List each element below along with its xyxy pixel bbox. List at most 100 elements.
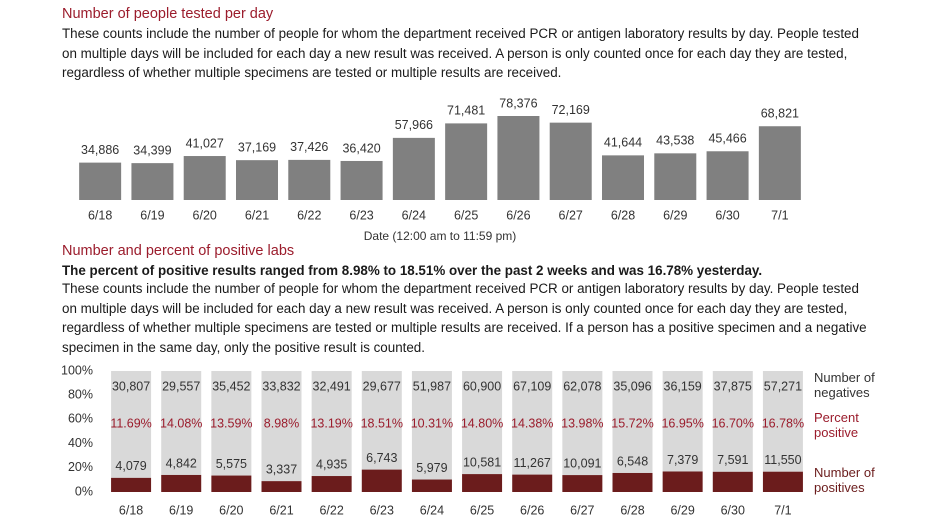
percent-label: 13.98%: [561, 416, 603, 430]
bar: [131, 163, 174, 200]
negatives-label: 29,677: [363, 379, 401, 393]
negatives-label: 62,078: [563, 379, 601, 393]
percent-label: 16.70%: [712, 416, 754, 430]
data-label: 34,399: [133, 143, 171, 157]
negative-segment: [311, 371, 352, 477]
x-tick-label: 6/19: [169, 503, 193, 517]
positive-segment: [462, 474, 503, 492]
legend-label: Number of positives: [814, 465, 875, 495]
percent-label: 14.08%: [160, 416, 202, 430]
x-tick-label: 6/25: [454, 208, 478, 222]
percent-label: 16.95%: [661, 416, 703, 430]
positive-segment: [311, 476, 352, 492]
negative-segment: [161, 371, 202, 475]
negatives-label: 51,987: [413, 379, 451, 393]
positives-label: 6,743: [366, 451, 397, 465]
negative-segment: [261, 371, 302, 482]
percent-label: 11.69%: [110, 416, 151, 430]
y-tick-label: 80%: [68, 387, 93, 401]
y-tick-label: 20%: [68, 460, 93, 474]
data-label: 41,027: [186, 136, 224, 150]
x-axis-label: Date (12:00 am to 11:59 pm): [364, 229, 517, 243]
percent-label: 14.80%: [461, 416, 503, 430]
x-tick-label: 6/25: [470, 503, 494, 517]
positives-label: 4,842: [166, 456, 197, 470]
negative-segment: [712, 371, 753, 472]
negatives-label: 36,159: [664, 379, 702, 393]
positives-label: 4,935: [316, 457, 347, 471]
negatives-label: 30,807: [112, 379, 150, 393]
positive-segment: [411, 479, 452, 492]
x-tick-label: 6/23: [370, 503, 394, 517]
y-tick-label: 0%: [75, 484, 93, 498]
x-tick-label: 6/18: [119, 503, 143, 517]
x-tick-label: 6/20: [193, 208, 217, 222]
positives-label: 11,550: [764, 453, 801, 467]
positive-segment: [512, 474, 553, 492]
bar: [549, 122, 592, 200]
percent-label: 18.51%: [361, 416, 403, 430]
data-label: 36,420: [342, 141, 380, 155]
x-tick-label: 6/18: [88, 208, 112, 222]
legend-label: Number of negatives: [814, 370, 875, 400]
paragraph: These counts include the number of peopl…: [62, 281, 867, 355]
section-title: Number of people tested per day: [62, 6, 274, 22]
section-title: Number and percent of positive labs: [62, 243, 295, 259]
positives-label: 5,575: [216, 457, 247, 471]
positives-label: 7,591: [717, 453, 748, 467]
bar: [758, 126, 801, 200]
data-label: 43,538: [656, 134, 694, 148]
negative-segment: [111, 371, 152, 478]
x-tick-label: 7/1: [771, 208, 788, 222]
positives-label: 3,337: [266, 462, 297, 476]
bar: [497, 116, 540, 200]
x-tick-label: 7/1: [774, 503, 791, 517]
positive-segment: [111, 477, 152, 492]
positives-label: 4,079: [115, 459, 146, 473]
negatives-label: 57,271: [764, 379, 802, 393]
x-tick-label: 6/22: [297, 208, 321, 222]
bar: [706, 151, 749, 200]
x-tick-label: 6/28: [620, 503, 644, 517]
percent-label: 8.98%: [264, 416, 299, 430]
negative-segment: [612, 371, 653, 473]
negative-segment: [562, 371, 603, 476]
legend-label: Percent positive: [814, 410, 859, 440]
percent-label: 16.78%: [762, 416, 804, 430]
x-tick-label: 6/26: [506, 208, 530, 222]
negatives-label: 60,900: [463, 379, 501, 393]
x-tick-label: 6/20: [219, 503, 243, 517]
bar: [340, 160, 383, 200]
negatives-label: 35,452: [212, 379, 250, 393]
negative-segment: [762, 371, 803, 472]
x-tick-label: 6/21: [245, 208, 269, 222]
data-label: 72,169: [552, 103, 590, 117]
y-tick-label: 40%: [68, 436, 93, 450]
data-label: 68,821: [761, 107, 799, 121]
x-tick-label: 6/26: [520, 503, 544, 517]
x-tick-label: 6/30: [715, 208, 739, 222]
x-tick-label: 6/22: [319, 503, 343, 517]
x-tick-label: 6/27: [559, 208, 583, 222]
data-label: 71,481: [447, 104, 485, 118]
x-tick-label: 6/29: [670, 503, 694, 517]
x-tick-label: 6/24: [420, 503, 444, 517]
data-label: 45,466: [708, 132, 746, 146]
positives-label: 5,979: [416, 461, 447, 475]
negatives-label: 37,875: [714, 379, 752, 393]
positive-segment: [211, 475, 252, 492]
percent-label: 10.31%: [411, 416, 453, 430]
positives-label: 10,091: [563, 456, 601, 470]
positive-segment: [712, 471, 753, 492]
x-tick-label: 6/23: [349, 208, 373, 222]
y-tick-label: 60%: [68, 412, 93, 426]
x-tick-label: 6/27: [570, 503, 594, 517]
x-tick-label: 6/28: [611, 208, 635, 222]
data-label: 34,886: [81, 143, 119, 157]
positive-segment: [662, 471, 703, 492]
positive-segment: [361, 469, 402, 492]
x-tick-label: 6/19: [140, 208, 164, 222]
summary: The percent of positive results ranged f…: [62, 263, 763, 278]
negative-segment: [411, 371, 452, 480]
